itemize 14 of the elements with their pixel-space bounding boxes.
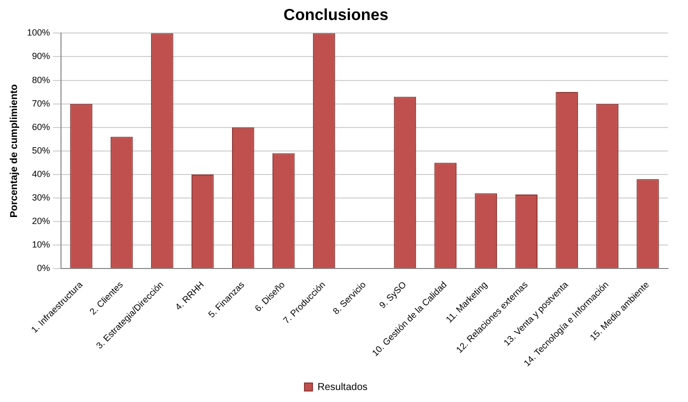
y-tick-label: 30% — [32, 192, 50, 202]
y-tick-label: 50% — [32, 145, 50, 156]
y-tick-label: 80% — [32, 74, 50, 85]
y-tick-label: 20% — [32, 216, 50, 226]
y-tick-label: 0% — [37, 263, 50, 274]
y-axis-title: Porcentaje de cumplimiento — [8, 84, 20, 218]
y-tick-label: 90% — [32, 51, 50, 62]
chart-title: Conclusiones — [284, 7, 389, 24]
y-tick-label: 100% — [26, 28, 50, 38]
y-tick-label: 60% — [32, 122, 50, 132]
y-tick-label: 70% — [32, 98, 50, 108]
y-tick-label: 10% — [32, 240, 50, 250]
legend-label: Resultados — [317, 382, 368, 393]
y-tick-label: 40% — [32, 168, 50, 179]
